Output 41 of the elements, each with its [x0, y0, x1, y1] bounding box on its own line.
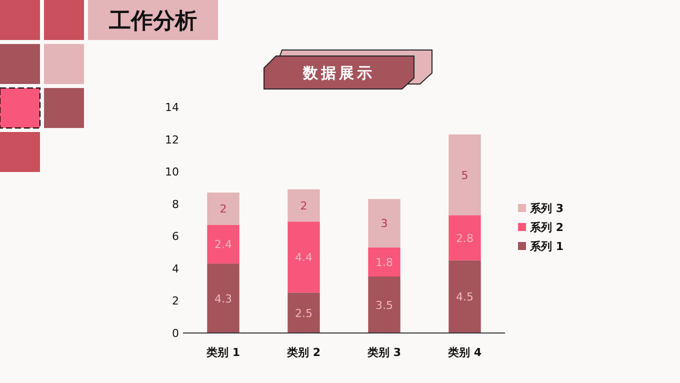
bar [448, 134, 481, 216]
y-tick-label: 14 [165, 101, 179, 114]
data-label: 2.5 [295, 306, 312, 320]
y-tick-label: 6 [172, 230, 179, 244]
y-tick-label: 4 [172, 262, 179, 276]
legend-label: 系列 2 [529, 221, 564, 234]
data-label: 3 [380, 217, 388, 230]
legend-label: 系列 1 [529, 240, 564, 253]
chart-subtitle: 数据展示 [302, 64, 375, 82]
x-tick-label: 类别 4 [447, 346, 482, 359]
x-tick-label: 类别 2 [286, 346, 320, 359]
y-tick-label: 0 [172, 327, 179, 340]
bar [288, 189, 320, 222]
x-tick-label: 类别 3 [366, 346, 401, 359]
y-tick-label: 8 [172, 198, 179, 211]
bar [288, 292, 320, 333]
bar [207, 192, 240, 225]
bar [207, 264, 240, 333]
data-label: 5 [461, 168, 468, 182]
bar [368, 276, 400, 333]
data-label: 4.5 [456, 290, 474, 304]
data-label: 2 [220, 202, 227, 216]
chart-title: 工作分析 [108, 9, 197, 34]
legend-label: 系列 3 [529, 202, 564, 215]
bar [368, 247, 400, 276]
data-label: 4.4 [295, 251, 312, 264]
bar [448, 260, 481, 333]
bar [207, 224, 240, 264]
data-label: 2 [300, 199, 308, 212]
y-tick-label: 12 [165, 133, 179, 146]
data-label: 1.8 [376, 256, 393, 269]
data-label: 2.4 [214, 238, 232, 252]
x-tick-label: 类别 1 [206, 346, 240, 359]
y-tick-label: 2 [172, 294, 179, 308]
y-tick-label: 10 [165, 166, 179, 179]
bar [448, 215, 481, 260]
data-label: 3.5 [376, 298, 393, 312]
bar [368, 199, 400, 248]
bar [288, 222, 320, 293]
data-label: 4.3 [214, 292, 232, 306]
data-label: 2.8 [456, 232, 474, 245]
